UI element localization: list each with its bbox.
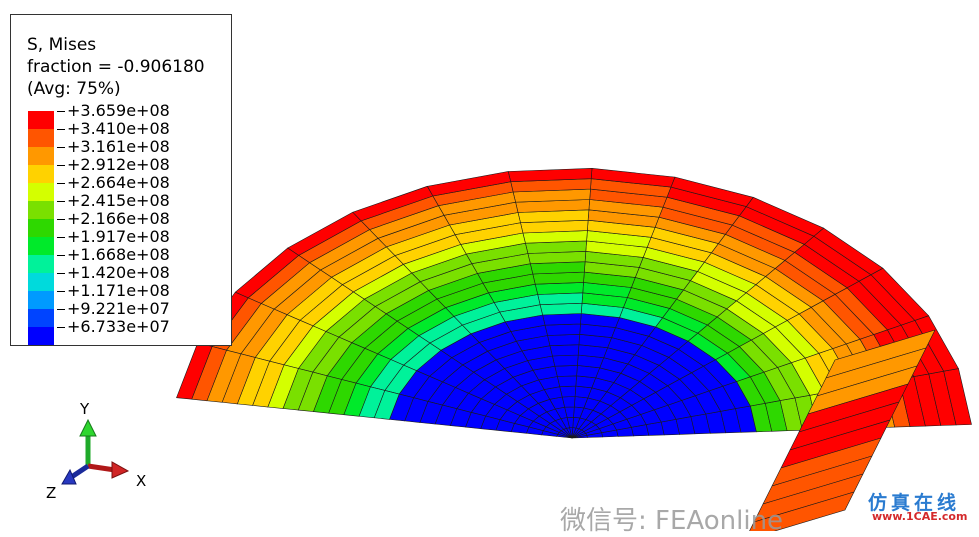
- legend-color-band: [28, 291, 54, 309]
- mesh-element: [547, 333, 581, 347]
- mesh-element: [539, 302, 583, 316]
- mesh-element: [542, 313, 582, 326]
- site-logo: 仿真在线 www.1CAE.com: [860, 488, 975, 528]
- legend-value-label: +6.733e+07: [67, 317, 170, 336]
- mesh-element: [552, 354, 579, 367]
- legend-averaging: (Avg: 75%): [27, 79, 121, 99]
- legend-tick: [57, 255, 65, 256]
- legend-tick: [57, 147, 65, 148]
- legend-value-label: +2.664e+08: [67, 173, 170, 192]
- mesh-element: [549, 344, 580, 357]
- legend-tick: [57, 273, 65, 274]
- legend-color-band: [28, 309, 54, 327]
- legend-tick: [57, 219, 65, 220]
- legend-title: S, Mises: [27, 35, 97, 55]
- axis-triad: Y X Z: [46, 400, 146, 502]
- legend-value-label: +3.659e+08: [67, 101, 170, 120]
- mesh-element: [537, 292, 584, 306]
- legend-value-label: +9.221e+07: [67, 299, 170, 318]
- legend-tick: [57, 129, 65, 130]
- mesh-element: [749, 491, 855, 531]
- logo-url: www.1CAE.com: [872, 510, 968, 523]
- legend-tick: [57, 165, 65, 166]
- legend-value-label: +3.161e+08: [67, 137, 170, 156]
- legend-color-band: [28, 201, 54, 219]
- legend-color-band: [28, 273, 54, 291]
- legend-tick: [57, 237, 65, 238]
- legend-value-label: +1.420e+08: [67, 263, 170, 282]
- legend-tick: [57, 183, 65, 184]
- legend-value-label: +1.917e+08: [67, 227, 170, 246]
- contour-legend: S, Mises fraction = -0.906180 (Avg: 75%)…: [10, 14, 232, 346]
- axis-label-x: X: [136, 472, 146, 490]
- mesh-element: [559, 385, 577, 398]
- legend-color-band: [28, 111, 54, 129]
- wechat-watermark: 微信号: FEAonline: [560, 506, 784, 536]
- legend-color-band: [28, 255, 54, 273]
- legend-value-label: +2.912e+08: [67, 155, 170, 174]
- legend-value-label: +3.410e+08: [67, 119, 170, 138]
- legend-value-label: +1.668e+08: [67, 245, 170, 264]
- legend-color-band: [28, 147, 54, 165]
- legend-color-band: [28, 237, 54, 255]
- legend-tick: [57, 111, 65, 112]
- legend-tick: [57, 201, 65, 202]
- legend-tick: [57, 327, 65, 328]
- legend-color-band: [28, 165, 54, 183]
- legend-color-band: [28, 327, 54, 345]
- legend-tick: [57, 309, 65, 310]
- mesh-element: [556, 375, 577, 388]
- legend-color-band: [28, 219, 54, 237]
- mesh-element: [554, 365, 578, 377]
- legend-tick: [57, 291, 65, 292]
- legend-color-band: [28, 183, 54, 201]
- axis-label-y: Y: [79, 400, 90, 418]
- axis-label-z: Z: [46, 484, 56, 502]
- legend-color-band: [28, 129, 54, 147]
- legend-value-label: +2.415e+08: [67, 191, 170, 210]
- legend-value-label: +2.166e+08: [67, 209, 170, 228]
- legend-fraction: fraction = -0.906180: [27, 57, 205, 77]
- mesh-element: [544, 323, 581, 336]
- legend-value-label: +1.171e+08: [67, 281, 170, 300]
- deformed-shell-model: [176, 167, 972, 531]
- logo-text: 仿真在线: [868, 492, 961, 514]
